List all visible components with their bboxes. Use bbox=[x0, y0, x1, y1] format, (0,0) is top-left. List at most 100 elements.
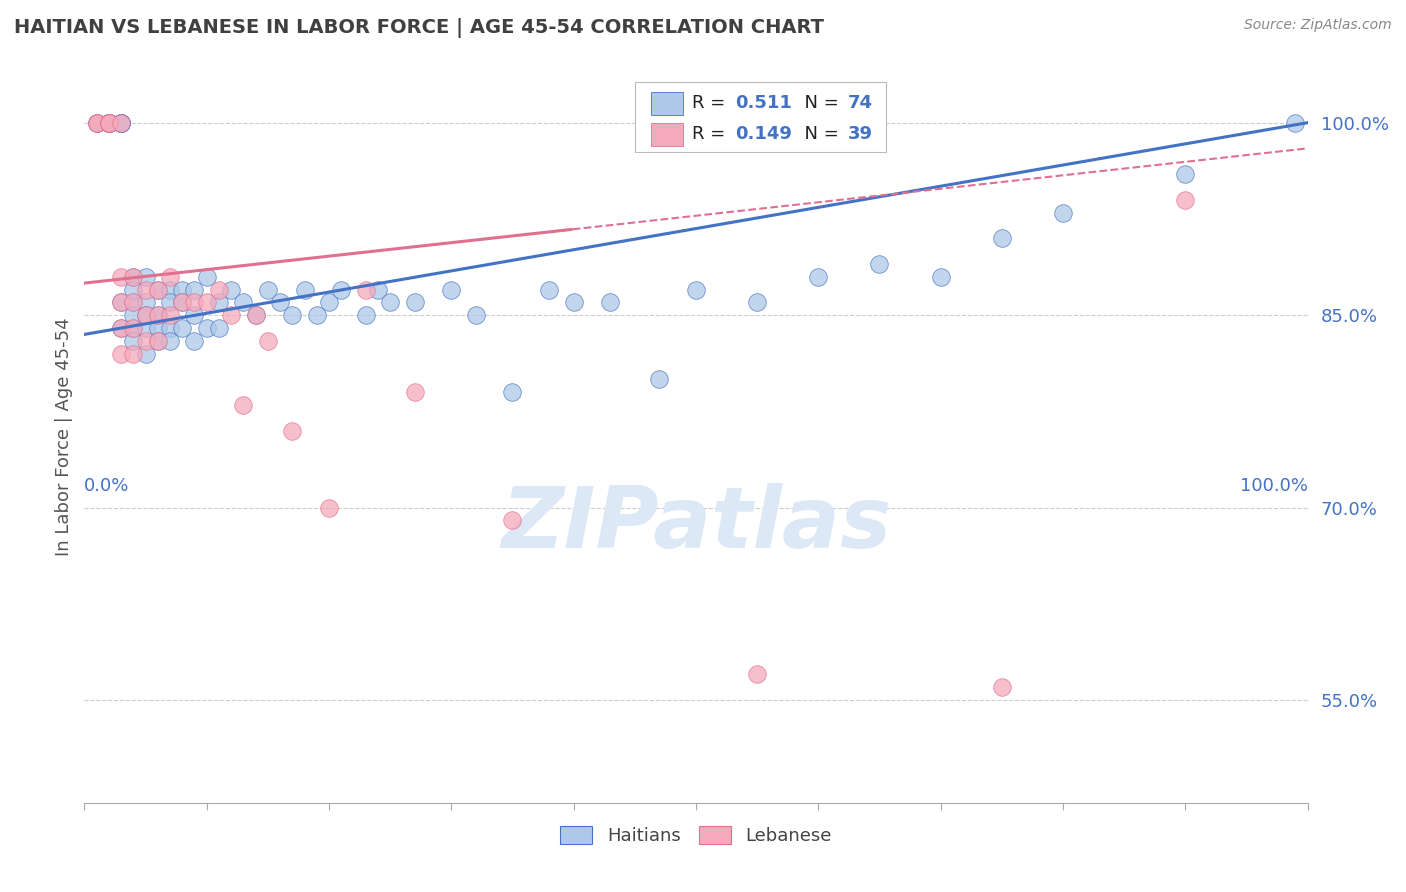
Point bbox=[869, 257, 891, 271]
Text: 0.0%: 0.0% bbox=[84, 477, 129, 495]
Point bbox=[86, 116, 108, 130]
Point bbox=[562, 295, 585, 310]
Point bbox=[245, 308, 267, 322]
Point bbox=[245, 308, 267, 322]
Point bbox=[110, 116, 132, 130]
Point bbox=[195, 321, 218, 335]
Point bbox=[122, 283, 145, 297]
Point bbox=[122, 308, 145, 322]
Point bbox=[318, 295, 340, 310]
Point bbox=[183, 308, 205, 322]
Point bbox=[110, 116, 132, 130]
Point bbox=[110, 116, 132, 130]
Point bbox=[135, 321, 157, 335]
Text: 39: 39 bbox=[848, 126, 873, 144]
Text: 0.149: 0.149 bbox=[735, 126, 792, 144]
Point bbox=[1174, 167, 1197, 181]
Point bbox=[502, 385, 524, 400]
Point bbox=[110, 321, 132, 335]
Point bbox=[281, 308, 304, 322]
Point bbox=[86, 116, 108, 130]
Point bbox=[97, 116, 120, 130]
Point bbox=[929, 269, 952, 284]
Point bbox=[86, 116, 108, 130]
Point bbox=[97, 116, 120, 130]
Point bbox=[159, 334, 181, 348]
Point bbox=[440, 283, 463, 297]
Point bbox=[122, 321, 145, 335]
Text: N =: N = bbox=[793, 95, 844, 112]
Point bbox=[110, 116, 132, 130]
Point bbox=[464, 308, 486, 322]
Point bbox=[172, 321, 194, 335]
Point bbox=[97, 116, 120, 130]
Point bbox=[685, 283, 707, 297]
Point bbox=[538, 283, 561, 297]
Point bbox=[219, 308, 242, 322]
Point bbox=[159, 283, 181, 297]
Text: R =: R = bbox=[692, 95, 731, 112]
Point bbox=[135, 295, 157, 310]
Point bbox=[97, 116, 120, 130]
Point bbox=[97, 116, 120, 130]
Point bbox=[232, 398, 254, 412]
Point bbox=[159, 295, 181, 310]
Point bbox=[135, 269, 157, 284]
Point bbox=[219, 283, 242, 297]
Point bbox=[1284, 116, 1306, 130]
Point bbox=[1052, 205, 1074, 219]
Point bbox=[97, 116, 120, 130]
Point bbox=[146, 334, 169, 348]
Point bbox=[208, 321, 231, 335]
Point bbox=[747, 295, 769, 310]
Point bbox=[135, 334, 157, 348]
Point bbox=[146, 283, 169, 297]
Point bbox=[807, 269, 830, 284]
Point bbox=[747, 667, 769, 681]
Point bbox=[1174, 193, 1197, 207]
Point bbox=[122, 346, 145, 360]
Point bbox=[159, 308, 181, 322]
Point bbox=[135, 308, 157, 322]
Point bbox=[318, 500, 340, 515]
Text: R =: R = bbox=[692, 126, 731, 144]
Text: Source: ZipAtlas.com: Source: ZipAtlas.com bbox=[1244, 18, 1392, 32]
Point bbox=[232, 295, 254, 310]
Point bbox=[208, 295, 231, 310]
Point bbox=[294, 283, 316, 297]
Point bbox=[367, 283, 389, 297]
Point bbox=[172, 295, 194, 310]
Y-axis label: In Labor Force | Age 45-54: In Labor Force | Age 45-54 bbox=[55, 318, 73, 557]
Point bbox=[122, 269, 145, 284]
Point bbox=[257, 283, 280, 297]
Point bbox=[122, 334, 145, 348]
Point bbox=[648, 372, 671, 386]
Point bbox=[146, 334, 169, 348]
Point bbox=[354, 283, 377, 297]
Point bbox=[122, 321, 145, 335]
Point bbox=[305, 308, 328, 322]
Text: 100.0%: 100.0% bbox=[1240, 477, 1308, 495]
Point bbox=[122, 295, 145, 310]
FancyBboxPatch shape bbox=[651, 123, 682, 146]
Text: 74: 74 bbox=[848, 95, 873, 112]
Point bbox=[110, 346, 132, 360]
Point bbox=[146, 308, 169, 322]
Point bbox=[110, 295, 132, 310]
Point bbox=[183, 334, 205, 348]
Point bbox=[404, 385, 426, 400]
Text: N =: N = bbox=[793, 126, 844, 144]
Point bbox=[404, 295, 426, 310]
Point bbox=[110, 321, 132, 335]
Point bbox=[86, 116, 108, 130]
Point bbox=[281, 424, 304, 438]
Point bbox=[135, 308, 157, 322]
Point bbox=[97, 116, 120, 130]
Text: HAITIAN VS LEBANESE IN LABOR FORCE | AGE 45-54 CORRELATION CHART: HAITIAN VS LEBANESE IN LABOR FORCE | AGE… bbox=[14, 18, 824, 37]
Point bbox=[991, 681, 1014, 695]
Point bbox=[599, 295, 621, 310]
Point bbox=[159, 321, 181, 335]
Point bbox=[257, 334, 280, 348]
FancyBboxPatch shape bbox=[636, 82, 886, 152]
Text: 0.511: 0.511 bbox=[735, 95, 792, 112]
